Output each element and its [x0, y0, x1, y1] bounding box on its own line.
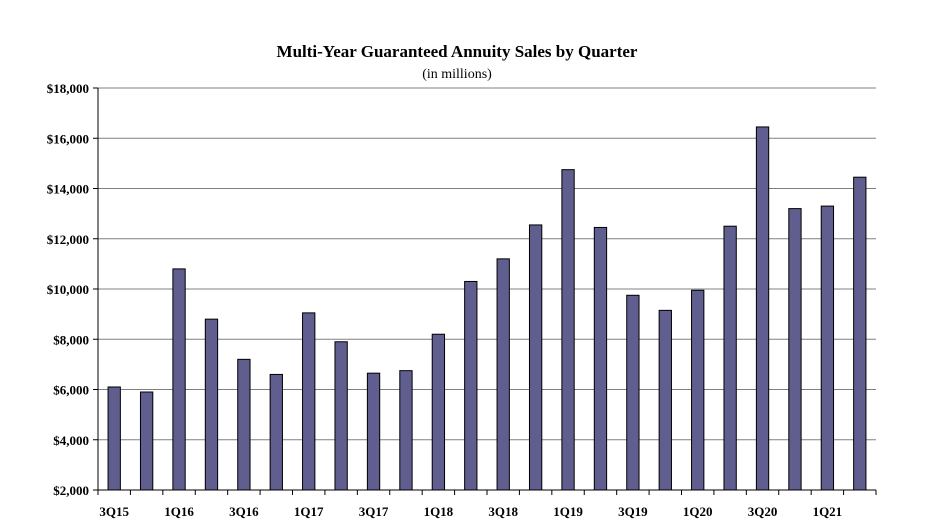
bar-1Q17 — [302, 312, 316, 491]
x-tick-label: 1Q17 — [294, 504, 324, 519]
bar-1Q21 — [820, 205, 835, 491]
x-tick-label: 1Q21 — [813, 504, 843, 519]
bar-3Q15 — [107, 386, 121, 491]
x-tick-label: 1Q19 — [553, 504, 583, 519]
x-tick-label: 1Q20 — [683, 504, 713, 519]
y-tick-label: $4,000 — [53, 433, 89, 448]
bar-2Q18 — [464, 280, 478, 491]
y-tick-label: $18,000 — [47, 81, 89, 96]
bar-1Q20 — [691, 289, 705, 491]
y-tick-label: $12,000 — [47, 232, 89, 247]
bar-2Q17 — [334, 341, 348, 491]
bar-4Q16 — [269, 373, 283, 491]
gridlines — [98, 87, 876, 441]
bar-4Q20 — [788, 208, 802, 491]
bar-2Q21 — [853, 176, 867, 491]
bar-3Q19 — [626, 294, 640, 491]
bar-1Q19 — [561, 169, 575, 491]
x-tick-label: 3Q17 — [359, 504, 389, 519]
bar-4Q17 — [399, 370, 413, 491]
y-tick-label: $8,000 — [53, 332, 89, 347]
y-tick-labels: $2,000 $4,000 $6,000 $8,000 $10,000 $12,000 $1… — [47, 81, 89, 498]
x-tick-label: 1Q18 — [424, 504, 454, 519]
bar-3Q17 — [366, 372, 381, 491]
axes — [93, 87, 877, 495]
bar-3Q18 — [496, 258, 510, 491]
bar-1Q18 — [431, 333, 446, 491]
bar-2Q16 — [204, 318, 219, 491]
y-tick-label: $16,000 — [47, 131, 89, 146]
x-tick-label: 3Q19 — [618, 504, 648, 519]
bar-1Q16 — [172, 268, 186, 491]
x-tick-label: 3Q18 — [488, 504, 518, 519]
x-tick-label: 3Q15 — [99, 504, 129, 519]
bars — [107, 126, 867, 491]
x-tick-label: 3Q16 — [229, 504, 259, 519]
bar-2Q20 — [723, 225, 737, 491]
x-tick-labels: 3Q15 1Q16 3Q16 1Q17 3Q17 1Q18 3Q18 1Q19 3Q19 1Q20… — [99, 504, 842, 519]
x-tick-label: 3Q20 — [748, 504, 778, 519]
bar-3Q16 — [237, 358, 251, 491]
y-tick-label: $10,000 — [47, 282, 89, 297]
bar-4Q19 — [658, 309, 672, 491]
bar-4Q18 — [528, 224, 543, 491]
y-tick-label: $14,000 — [47, 182, 89, 197]
y-tick-label: $6,000 — [53, 383, 89, 398]
bar-3Q20 — [755, 126, 770, 491]
y-tick-label: $2,000 — [53, 483, 89, 498]
chart-title: Multi-Year Guaranteed Annuity Sales by Q… — [277, 42, 638, 61]
chart-subtitle: (in millions) — [422, 67, 492, 82]
x-tick-label: 1Q16 — [164, 504, 194, 519]
bar-4Q15 — [139, 391, 154, 491]
bar-2Q19 — [593, 226, 608, 491]
